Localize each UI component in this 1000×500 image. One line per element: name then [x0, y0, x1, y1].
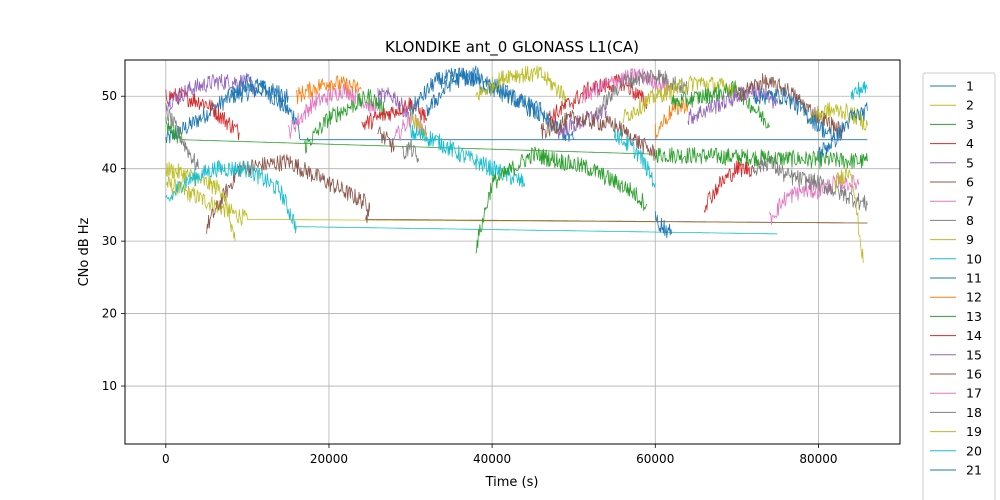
series-line — [165, 87, 240, 141]
legend-entry-label: 13 — [966, 309, 982, 324]
series-line — [475, 65, 566, 104]
legend-entry-label: 4 — [966, 136, 974, 151]
series-line — [622, 75, 738, 124]
legend-entry-label: 10 — [966, 251, 982, 266]
series-line — [752, 87, 836, 143]
grid-lines — [125, 60, 900, 444]
series-layer — [165, 65, 868, 263]
y-tick-label: 20 — [102, 307, 117, 321]
series-line — [304, 88, 387, 154]
series-line — [230, 75, 289, 104]
series-line — [377, 87, 411, 126]
legend-entry-label: 16 — [966, 367, 982, 382]
plot-frame — [124, 59, 901, 445]
y-axis-label: CNo dB Hz — [77, 217, 92, 286]
series-line — [597, 69, 689, 116]
legend-entry-label: 11 — [966, 271, 982, 286]
series-line — [654, 98, 689, 140]
series-line — [206, 154, 868, 234]
series-line — [654, 211, 672, 239]
legend-entry-label: 1 — [966, 79, 974, 94]
series-line — [752, 155, 868, 212]
series-line — [165, 103, 199, 171]
y-axis-ticks: 10 20 30 40 50 — [102, 89, 125, 393]
legend-entry-label: 18 — [966, 405, 982, 420]
series-line — [834, 167, 864, 263]
series-line — [165, 161, 236, 242]
series-line — [402, 139, 420, 163]
chart-title: KLONDIKE ant_0 GLONASS L1(CA) — [385, 38, 639, 57]
series-line — [295, 75, 362, 105]
legend-entry-label: 17 — [966, 386, 982, 401]
legend-entry-label: 3 — [966, 117, 974, 132]
x-axis-ticks: 0 20000 40000 60000 80000 — [162, 444, 838, 466]
y-tick-label: 30 — [102, 234, 117, 248]
legend-entry-label: 20 — [966, 443, 982, 458]
series-line — [850, 81, 868, 101]
series-line — [614, 129, 656, 188]
x-tick-label: 80000 — [799, 452, 837, 466]
y-tick-label: 10 — [102, 379, 117, 393]
y-tick-label: 40 — [102, 162, 117, 176]
series-line — [410, 124, 526, 188]
x-tick-label: 20000 — [310, 452, 348, 466]
series-line — [769, 174, 860, 225]
series-line — [165, 116, 868, 170]
legend-entry-label: 21 — [966, 463, 982, 478]
series-line — [818, 102, 868, 162]
series-line — [540, 109, 656, 161]
x-tick-label: 40000 — [473, 452, 511, 466]
legend-entry-label: 8 — [966, 213, 974, 228]
legend-box — [922, 72, 996, 500]
series-line — [426, 65, 575, 142]
legend-entry-label: 9 — [966, 232, 974, 247]
series-line — [703, 160, 754, 213]
y-tick-label: 50 — [102, 89, 117, 103]
series-line — [671, 81, 770, 129]
x-tick-label: 60000 — [636, 452, 674, 466]
series-line — [165, 80, 868, 144]
x-tick-label: 0 — [162, 452, 170, 466]
series-line — [377, 126, 395, 153]
legend-entry-label: 19 — [966, 424, 982, 439]
legend-entry-label: 14 — [966, 328, 982, 343]
legend-entry-label: 12 — [966, 290, 982, 305]
legend-entry-label: 6 — [966, 175, 974, 190]
legend-entry-label: 15 — [966, 347, 982, 362]
legend-entry-label: 2 — [966, 98, 974, 113]
series-line — [581, 68, 672, 104]
series-line — [475, 146, 648, 254]
series-line — [165, 159, 778, 235]
legend-entry-label: 7 — [966, 194, 974, 209]
legend-entry-label: 5 — [966, 155, 974, 170]
x-axis-label: Time (s) — [485, 475, 539, 490]
